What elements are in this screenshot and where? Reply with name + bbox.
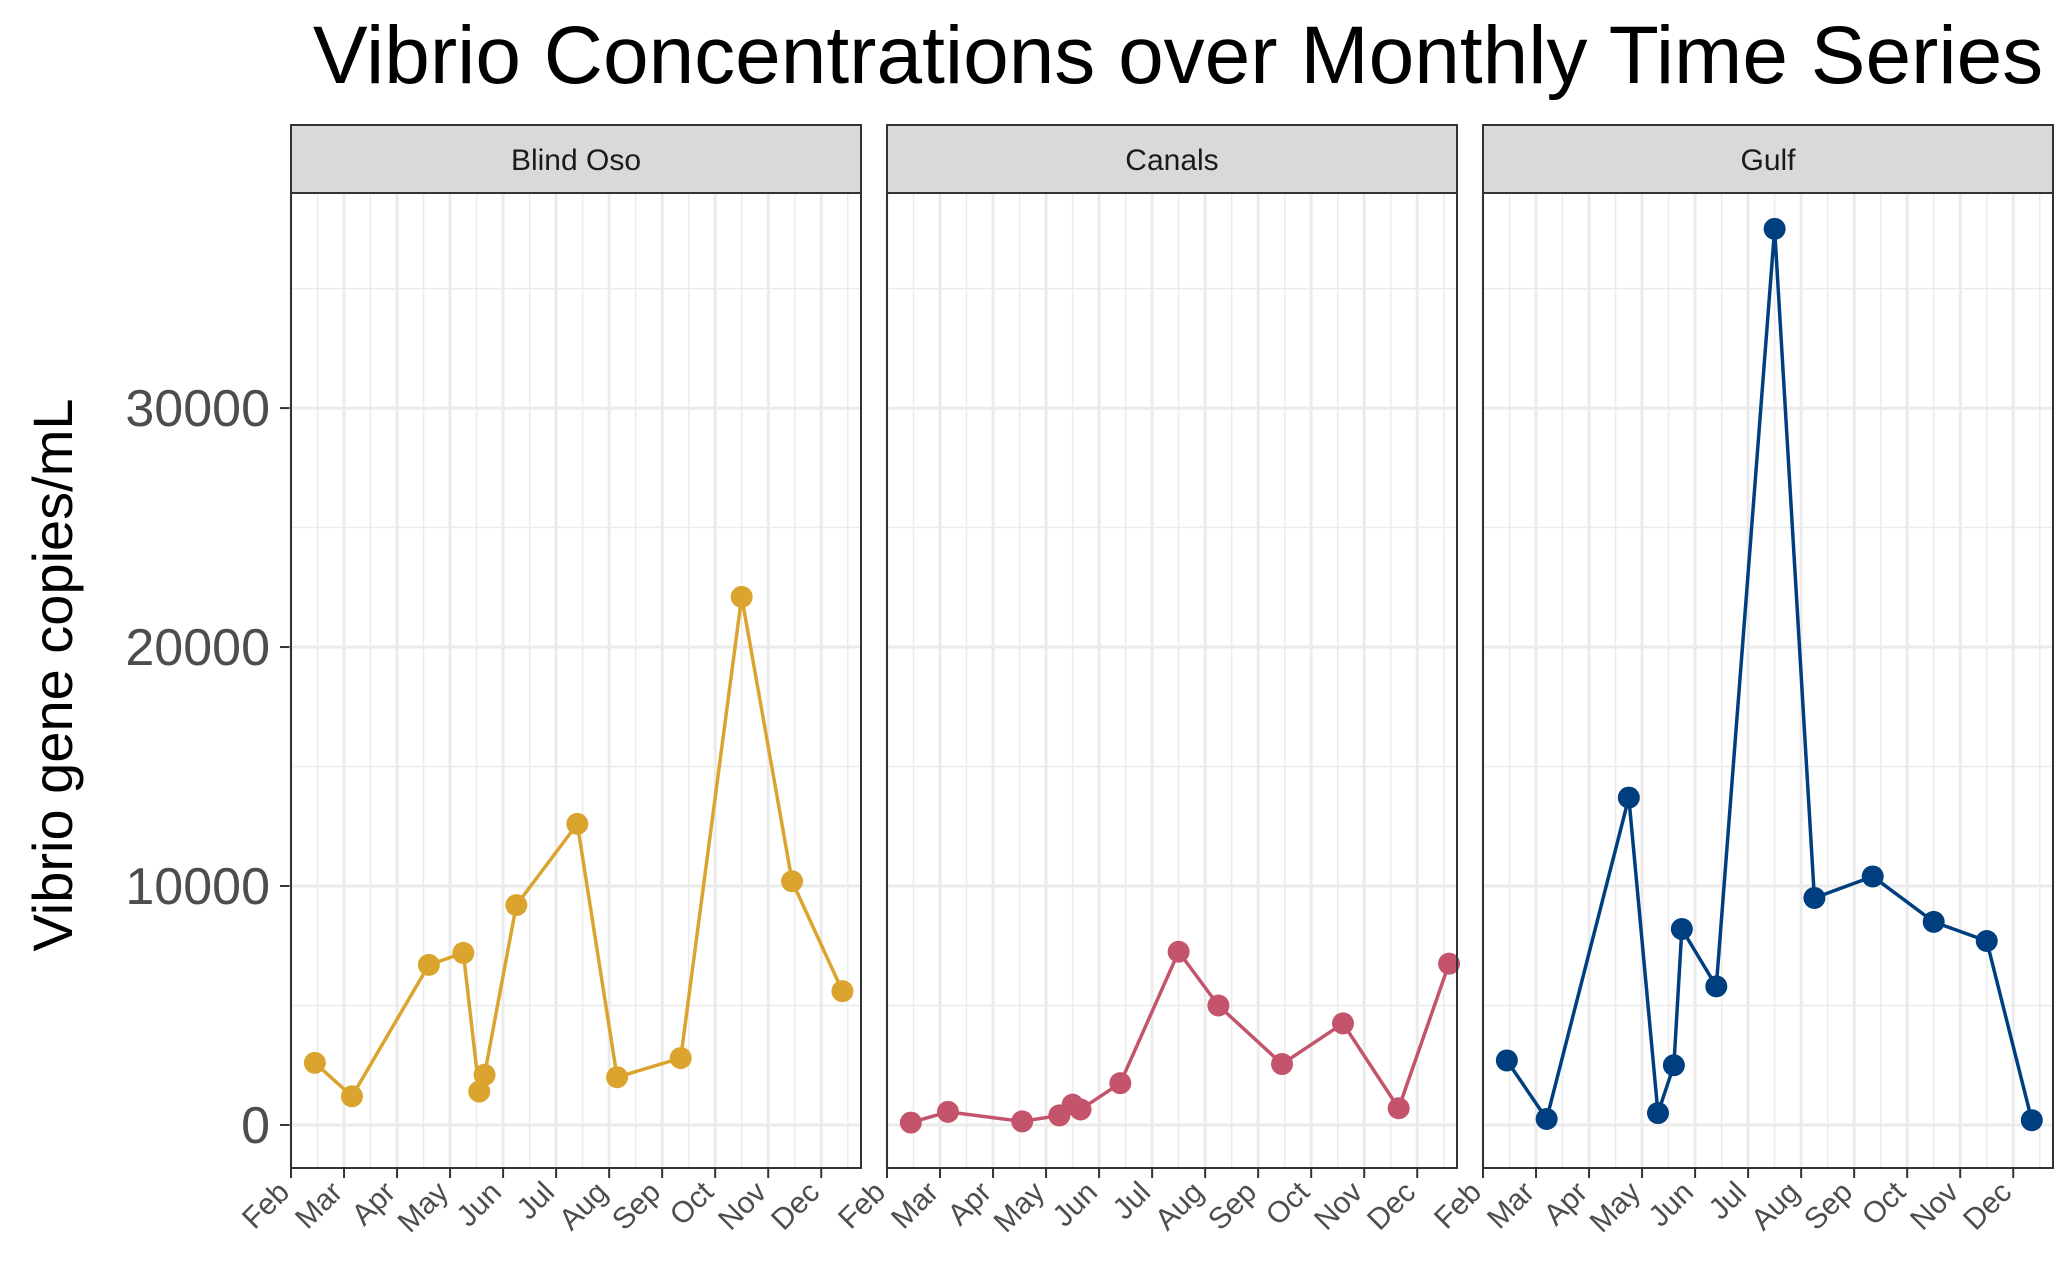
panel-border [886, 192, 1458, 1169]
facet-strip [1482, 124, 2054, 194]
data-point [1495, 1049, 1518, 1072]
data-point [831, 980, 854, 1003]
x-tick-label: Jun [451, 1176, 509, 1234]
data-point [340, 1085, 363, 1108]
x-tick-label: Oct [664, 1175, 721, 1232]
x-tick-label: Nov [1308, 1176, 1369, 1237]
data-point [1332, 1012, 1354, 1035]
x-tick-label: Aug [1149, 1176, 1210, 1237]
data-point [468, 1080, 491, 1103]
x-tick-label: Jul [511, 1176, 561, 1226]
data-point [1646, 1102, 1669, 1125]
panel-border [290, 192, 862, 1169]
data-point [1861, 865, 1884, 888]
x-tick-label: Sep [606, 1176, 667, 1237]
facet-strip-label: Canals [1125, 144, 1218, 177]
data-point [1803, 886, 1826, 909]
x-tick-label: May [1584, 1176, 1647, 1239]
data-point [1011, 1110, 1034, 1133]
x-tick-label: Feb [236, 1176, 296, 1236]
data-point [2020, 1109, 2043, 1132]
data-point [1705, 975, 1728, 998]
panel-background [887, 193, 1457, 1168]
x-tick-label: Mar [1481, 1176, 1541, 1236]
y-tick-label: 30000 [125, 380, 270, 438]
data-point [669, 1047, 692, 1070]
data-point [1438, 952, 1461, 975]
x-tick-label: Feb [832, 1176, 892, 1236]
x-tick-label: Dec [1957, 1176, 2018, 1237]
panel-background [1483, 193, 2053, 1168]
x-tick-label: Jul [1703, 1176, 1753, 1226]
data-point [1207, 994, 1230, 1017]
data-point [1167, 940, 1190, 963]
y-tick-label: 0 [241, 1097, 270, 1155]
x-tick-label: Jul [1107, 1176, 1157, 1226]
y-tick-label: 20000 [125, 619, 270, 677]
x-tick-label: Aug [1745, 1176, 1806, 1237]
data-point [1271, 1053, 1294, 1076]
facet-strip [290, 124, 862, 194]
data-point [452, 941, 475, 964]
x-tick-label: Feb [1428, 1176, 1488, 1236]
panel-border [1482, 192, 2054, 1169]
data-point [505, 894, 528, 917]
data-point [606, 1066, 629, 1089]
data-point [730, 585, 753, 608]
data-point [566, 812, 589, 835]
x-tick-label: May [988, 1176, 1051, 1239]
data-point [1763, 217, 1786, 240]
x-tick-label: Jun [1047, 1176, 1105, 1234]
x-tick-label: Mar [885, 1176, 945, 1236]
x-tick-label: Apr [346, 1176, 402, 1232]
data-point [1387, 1097, 1410, 1120]
data-point [1922, 910, 1945, 933]
data-point [1662, 1054, 1685, 1077]
data-point [1617, 786, 1640, 809]
x-tick-label: Oct [1856, 1175, 1913, 1232]
y-axis-label: Vibrio gene copies/mL [21, 398, 84, 951]
x-tick-label: Apr [942, 1176, 998, 1232]
x-tick-label: Aug [553, 1176, 614, 1237]
x-tick-label: Sep [1798, 1176, 1859, 1237]
x-tick-label: Mar [289, 1176, 349, 1236]
chart-title: Vibrio Concentrations over Monthly Time … [313, 10, 2043, 101]
data-point [899, 1111, 922, 1134]
data-point [1535, 1108, 1558, 1131]
facet-strip-label: Gulf [1740, 144, 1796, 177]
panel-background [291, 193, 861, 1168]
x-tick-label: Nov [1904, 1176, 1965, 1237]
data-point [1069, 1098, 1092, 1121]
x-tick-label: Jun [1643, 1176, 1701, 1234]
data-point [781, 870, 804, 893]
x-tick-label: Dec [1361, 1176, 1422, 1237]
data-point [1975, 929, 1998, 952]
x-tick-label: Apr [1538, 1176, 1594, 1232]
x-tick-label: Nov [712, 1176, 773, 1237]
x-tick-label: Sep [1202, 1176, 1263, 1237]
x-tick-label: Dec [765, 1176, 826, 1237]
data-point [1670, 918, 1693, 941]
data-point [473, 1063, 496, 1086]
data-point [303, 1051, 326, 1074]
data-point [936, 1100, 959, 1123]
x-tick-label: May [392, 1176, 455, 1239]
data-point [1109, 1072, 1132, 1095]
y-tick-label: 10000 [125, 858, 270, 916]
facet-strip-label: Blind Oso [511, 144, 641, 177]
data-point [417, 953, 440, 976]
x-tick-label: Oct [1260, 1175, 1317, 1232]
